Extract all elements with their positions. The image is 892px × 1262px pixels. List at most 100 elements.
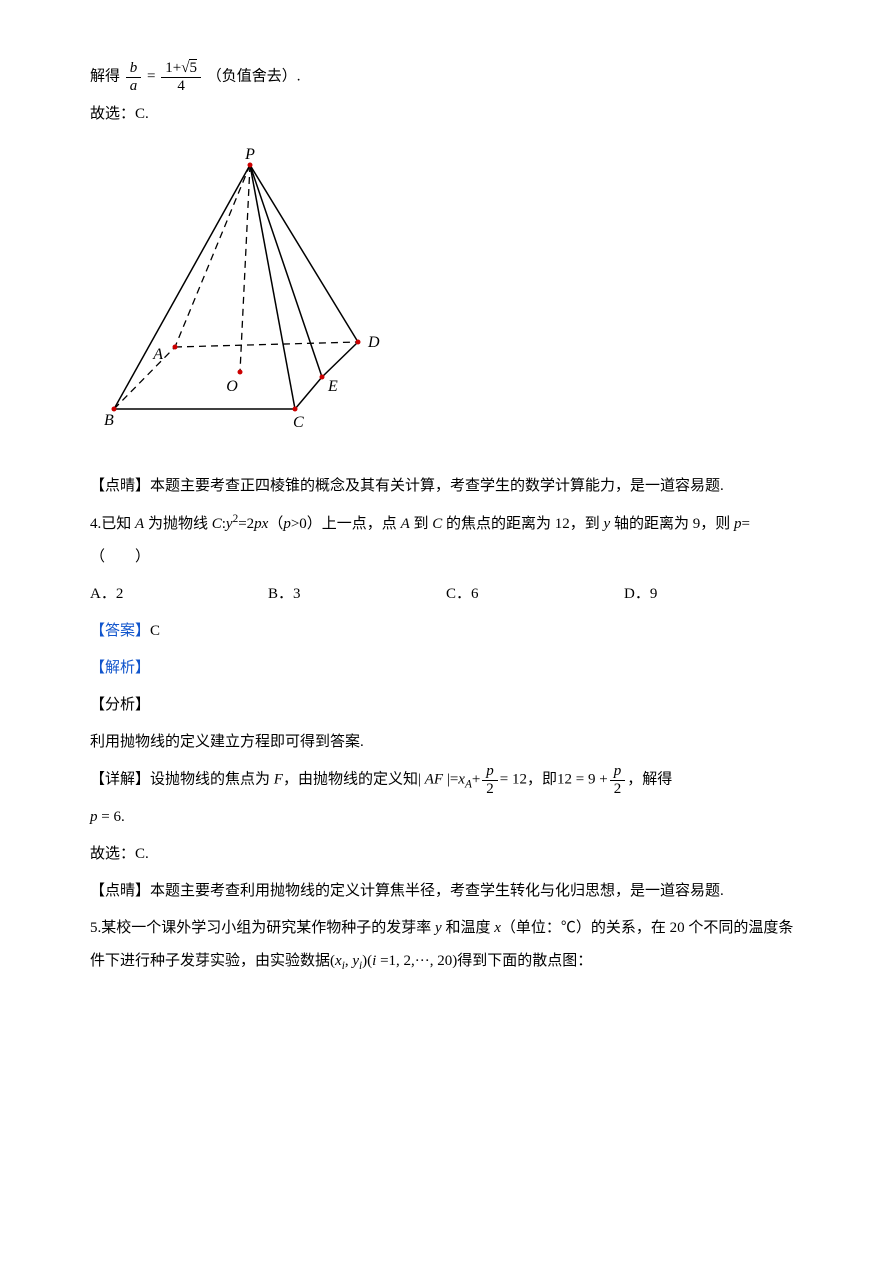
fenxi-text: 利用抛物线的定义建立方程即可得到答案.	[90, 726, 802, 759]
fraction-rhs: 1+√5 4	[161, 60, 201, 94]
comment2-text: 本题主要考查利用抛物线的定义计算焦半径，考查学生转化与化归思想，是一道容易题.	[150, 883, 724, 899]
edge-pa	[175, 165, 250, 347]
opt-a: A．2	[90, 578, 268, 611]
q5-close: )(	[362, 953, 372, 969]
label-e: E	[327, 378, 338, 395]
detail-F: F	[274, 771, 283, 787]
q4-C: C	[212, 516, 222, 532]
af-left: |	[418, 771, 425, 787]
fp2n: p	[610, 763, 626, 781]
detail-comma: ，即	[527, 771, 557, 787]
answer-val: C	[150, 623, 160, 639]
q5-number: 5.	[90, 920, 101, 936]
opt-c: C．6	[446, 578, 624, 611]
q4-axis: 轴的距离为 9，则	[610, 516, 734, 532]
q4-y: y	[226, 516, 233, 532]
q4-A: A	[135, 516, 144, 532]
dot-o	[238, 370, 243, 375]
q4-eq-mid: =2	[238, 516, 254, 532]
opt-b: B．3	[268, 578, 446, 611]
label-a: A	[152, 346, 163, 363]
edge-ed	[322, 342, 358, 377]
q4-p: p	[254, 516, 262, 532]
pyramid-svg: P A B C D E O	[90, 147, 390, 437]
fenxi-label: 【分析】	[90, 689, 802, 722]
label-p: P	[244, 147, 255, 163]
q5-eq: =1, 2,···, 20)	[376, 953, 457, 969]
af-right: |=	[443, 771, 458, 787]
solve-line: 解得 b a = 1+√5 4 （负值舍去）.	[90, 60, 802, 94]
fp1n: p	[482, 763, 498, 781]
label-o: O	[226, 378, 238, 395]
q5-t4: 得到下面的散点图：	[457, 953, 592, 969]
question-4: 4.已知 A 为抛物线 C:y2=2px（p>0）上一点，点 A 到 C 的焦点…	[90, 507, 802, 574]
choice-line-2: 故选：C.	[90, 838, 802, 871]
plus: +	[472, 771, 480, 787]
fraction-b-over-a: b a	[126, 60, 142, 94]
solve-suffix: （负值舍去）.	[207, 68, 301, 84]
frac-rhs-num: 1+√5	[161, 60, 201, 78]
p6-period: .	[121, 809, 125, 825]
label-c: C	[293, 414, 304, 431]
q4-focus: 的焦点的距离为 12，到	[442, 516, 603, 532]
detail-line: 【详解】设抛物线的焦点为 F，由抛物线的定义知| AF |=xA+p2= 12，…	[90, 763, 802, 797]
q5-t1: 某校一个课外学习小组为研究某作物种子的发芽率	[101, 920, 435, 936]
answer-label: 【答案】	[90, 623, 150, 639]
q4-to: 到	[410, 516, 433, 532]
dot-b	[112, 407, 117, 412]
fp2d: 2	[610, 781, 626, 798]
sqrt-5: √5	[181, 59, 197, 76]
q4-stem-a: 已知	[101, 516, 135, 532]
p6-line: p = 6.	[90, 801, 802, 834]
edge-ad	[175, 342, 358, 347]
pyramid-figure: P A B C D E O	[90, 147, 802, 450]
q5-yi: y	[352, 953, 359, 969]
q4-A2: A	[401, 516, 410, 532]
frac-p2-1: p2	[482, 763, 498, 797]
dot-e	[320, 375, 325, 380]
frac-den: a	[126, 78, 142, 95]
frac-rhs-den: 4	[161, 78, 201, 95]
dot-a	[173, 345, 178, 350]
fp1d: 2	[482, 781, 498, 798]
detail-label: 【详解】	[90, 771, 150, 787]
edge-ba	[114, 347, 175, 409]
dot-p	[248, 163, 253, 168]
comment1-text: 本题主要考查正四棱锥的概念及其有关计算，考查学生的数学计算能力，是一道容易题.	[150, 478, 724, 494]
eq12: = 12	[500, 771, 527, 787]
answer-line: 【答案】C	[90, 615, 802, 648]
analysis-label: 【解析】	[90, 652, 802, 685]
detail-t1: 设抛物线的焦点为	[150, 771, 274, 787]
detail-t2: ，由抛物线的定义知	[283, 771, 418, 787]
p6-p: p	[90, 809, 98, 825]
comment2-prefix: 【点晴】	[90, 883, 150, 899]
q5-x: x	[494, 920, 501, 936]
q5-t2: 和温度	[442, 920, 495, 936]
edge-po	[240, 165, 250, 372]
equals-sign: =	[147, 68, 155, 84]
frac-num: b	[126, 60, 142, 78]
comment-2: 【点晴】本题主要考查利用抛物线的定义计算焦半径，考查学生转化与化归思想，是一道容…	[90, 875, 802, 908]
q5-xi: x	[335, 953, 342, 969]
dot-c	[293, 407, 298, 412]
q4-number: 4.	[90, 516, 101, 532]
xa: x	[458, 771, 465, 787]
label-b: B	[104, 412, 114, 429]
label-d: D	[367, 334, 380, 351]
xa-sub: A	[465, 778, 472, 790]
p6-eq: = 6	[98, 809, 121, 825]
comment1-prefix: 【点晴】	[90, 478, 150, 494]
q4-gt0: >0）上一点，点	[291, 516, 401, 532]
edge-ce	[295, 377, 322, 409]
choice-line-1: 故选：C.	[90, 98, 802, 131]
question-5: 5.某校一个课外学习小组为研究某作物种子的发芽率 y 和温度 x（单位：℃）的关…	[90, 912, 802, 979]
q4-p2: p	[283, 516, 291, 532]
af: AF	[425, 771, 443, 787]
opt-d: D．9	[624, 578, 802, 611]
q5-y: y	[435, 920, 442, 936]
twelve: 12 = 9 +	[557, 771, 608, 787]
comment-1: 【点晴】本题主要考查正四棱锥的概念及其有关计算，考查学生的数学计算能力，是一道容…	[90, 470, 802, 503]
solve-prefix: 解得	[90, 68, 120, 84]
dot-d	[356, 340, 361, 345]
frac-p2-2: p2	[610, 763, 626, 797]
